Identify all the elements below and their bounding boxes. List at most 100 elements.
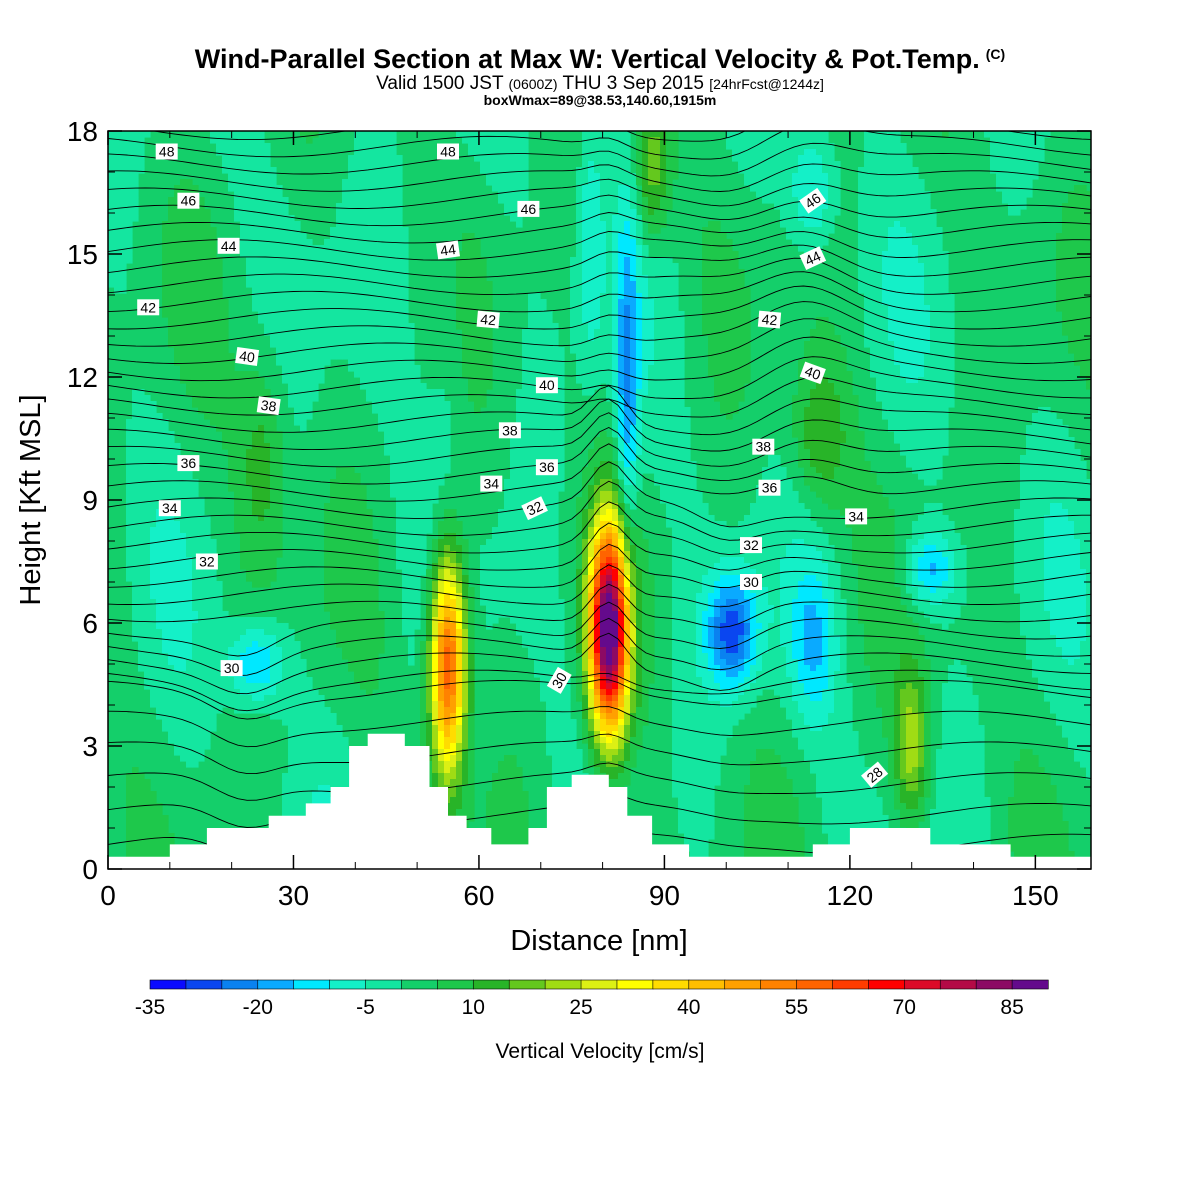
field-cell <box>660 209 667 216</box>
field-cell <box>204 299 211 306</box>
field-cell <box>582 143 589 150</box>
field-cell <box>204 263 211 270</box>
field-cell <box>858 473 865 480</box>
field-cell <box>660 293 667 300</box>
field-cell <box>174 341 181 348</box>
field-cell <box>792 203 799 210</box>
field-cell <box>744 347 751 354</box>
field-cell <box>516 143 523 150</box>
field-cell <box>600 245 607 252</box>
field-cell <box>600 239 607 246</box>
field-cell <box>594 143 601 150</box>
field-cell <box>666 401 673 408</box>
field-cell <box>882 191 889 198</box>
field-cell <box>474 155 481 162</box>
field-cell <box>672 155 679 162</box>
field-cell <box>396 455 403 462</box>
field-cell <box>756 179 763 186</box>
field-cell <box>936 275 943 282</box>
field-cell <box>738 143 745 150</box>
field-cell <box>852 401 859 408</box>
field-cell <box>606 173 613 180</box>
field-cell <box>660 413 667 420</box>
field-cell <box>636 425 643 432</box>
field-cell <box>594 305 601 312</box>
field-cell <box>252 221 259 228</box>
field-cell <box>618 395 625 402</box>
field-cell <box>924 251 931 258</box>
field-cell <box>882 317 889 324</box>
field-cell <box>198 287 205 294</box>
field-cell <box>762 149 769 156</box>
field-cell <box>714 395 721 402</box>
field-cell <box>732 389 739 396</box>
field-cell <box>648 191 655 198</box>
field-cell <box>264 323 271 330</box>
field-cell <box>822 173 829 180</box>
field-cell <box>810 419 817 426</box>
field-cell <box>876 239 883 246</box>
field-cell <box>744 167 751 174</box>
field-cell <box>426 449 433 456</box>
field-cell <box>720 377 727 384</box>
field-cell <box>822 347 829 354</box>
field-cell <box>360 185 367 192</box>
field-cell <box>1080 209 1087 216</box>
field-cell <box>858 185 865 192</box>
field-cell <box>528 293 535 300</box>
field-cell <box>186 311 193 318</box>
field-cell <box>204 389 211 396</box>
field-cell <box>654 221 661 228</box>
field-cell <box>402 383 409 390</box>
field-cell <box>912 365 919 372</box>
field-cell <box>786 191 793 198</box>
field-cell <box>438 431 445 438</box>
field-cell <box>366 203 373 210</box>
field-cell <box>264 203 271 210</box>
field-cell <box>480 161 487 168</box>
field-cell <box>810 347 817 354</box>
field-cell <box>108 239 115 246</box>
field-cell <box>876 251 883 258</box>
field-cell <box>198 209 205 216</box>
field-cell <box>300 335 307 342</box>
field-cell <box>900 287 907 294</box>
field-cell <box>834 413 841 420</box>
field-cell <box>810 467 817 474</box>
field-cell <box>882 251 889 258</box>
field-cell <box>570 335 577 342</box>
field-cell <box>894 251 901 258</box>
field-cell <box>432 461 439 468</box>
field-cell <box>540 305 547 312</box>
field-cell <box>288 281 295 288</box>
field-cell <box>594 335 601 342</box>
field-cell <box>660 197 667 204</box>
field-cell <box>534 419 541 426</box>
field-cell <box>882 269 889 276</box>
field-cell <box>666 185 673 192</box>
field-cell <box>252 233 259 240</box>
field-cell <box>804 395 811 402</box>
field-cell <box>192 281 199 288</box>
field-cell <box>498 131 505 138</box>
field-cell <box>618 173 625 180</box>
field-cell <box>138 473 145 480</box>
field-cell <box>798 227 805 234</box>
field-cell <box>678 341 685 348</box>
field-cell <box>198 197 205 204</box>
field-cell <box>348 227 355 234</box>
field-cell <box>798 443 805 450</box>
field-cell <box>930 311 937 318</box>
field-cell <box>930 341 937 348</box>
field-cell <box>156 443 163 450</box>
field-cell <box>606 269 613 276</box>
field-cell <box>1032 437 1039 444</box>
field-cell <box>906 401 913 408</box>
field-cell <box>828 431 835 438</box>
field-cell <box>174 233 181 240</box>
field-cell <box>858 275 865 282</box>
field-cell <box>876 155 883 162</box>
field-cell <box>558 389 565 396</box>
field-cell <box>936 467 943 474</box>
field-cell <box>162 221 169 228</box>
